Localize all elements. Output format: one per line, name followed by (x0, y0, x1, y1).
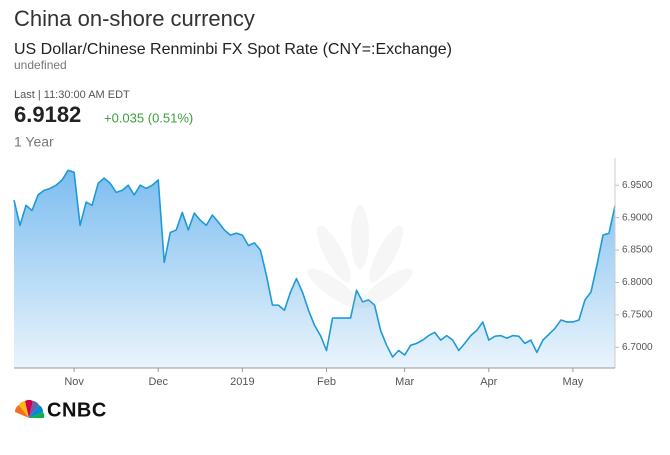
note: undefined (14, 58, 67, 72)
x-tick-label: Apr (480, 376, 497, 388)
x-tick-label: Dec (148, 376, 168, 388)
y-tick-label: 6.9000 (622, 212, 653, 223)
x-tick-label: Feb (317, 376, 336, 388)
change: +0.035 (0.51%) (104, 110, 193, 125)
x-tick-label: Mar (395, 376, 414, 388)
x-tick-label: Nov (64, 376, 84, 388)
logo-icon (14, 399, 45, 418)
x-tick-label: May (563, 376, 584, 388)
chart-title: China on-shore currency (14, 6, 255, 31)
watermark (307, 205, 413, 309)
y-tick-label: 6.9500 (622, 180, 653, 191)
last-value: 6.9182 (14, 102, 81, 127)
y-tick-label: 6.7500 (622, 309, 653, 320)
line (13, 169, 616, 358)
subtitle: US Dollar/Chinese Renminbi FX Spot Rate … (14, 41, 452, 58)
y-tick-label: 6.7000 (622, 342, 653, 353)
plot: 6.9500 6.9000 6.8500 6.8000 6.7500 6.7000 Nov D… (13, 158, 653, 388)
logo-text: CNBC (47, 399, 107, 421)
period: 1 Year (14, 134, 54, 150)
area (14, 170, 615, 368)
y-tick-label: 6.8000 (622, 277, 653, 288)
last-time: Last | 11:30:00 AM EDT (14, 89, 130, 101)
y-tick-label: 6.8500 (622, 245, 653, 256)
x-tick-label: 2019 (230, 376, 254, 388)
